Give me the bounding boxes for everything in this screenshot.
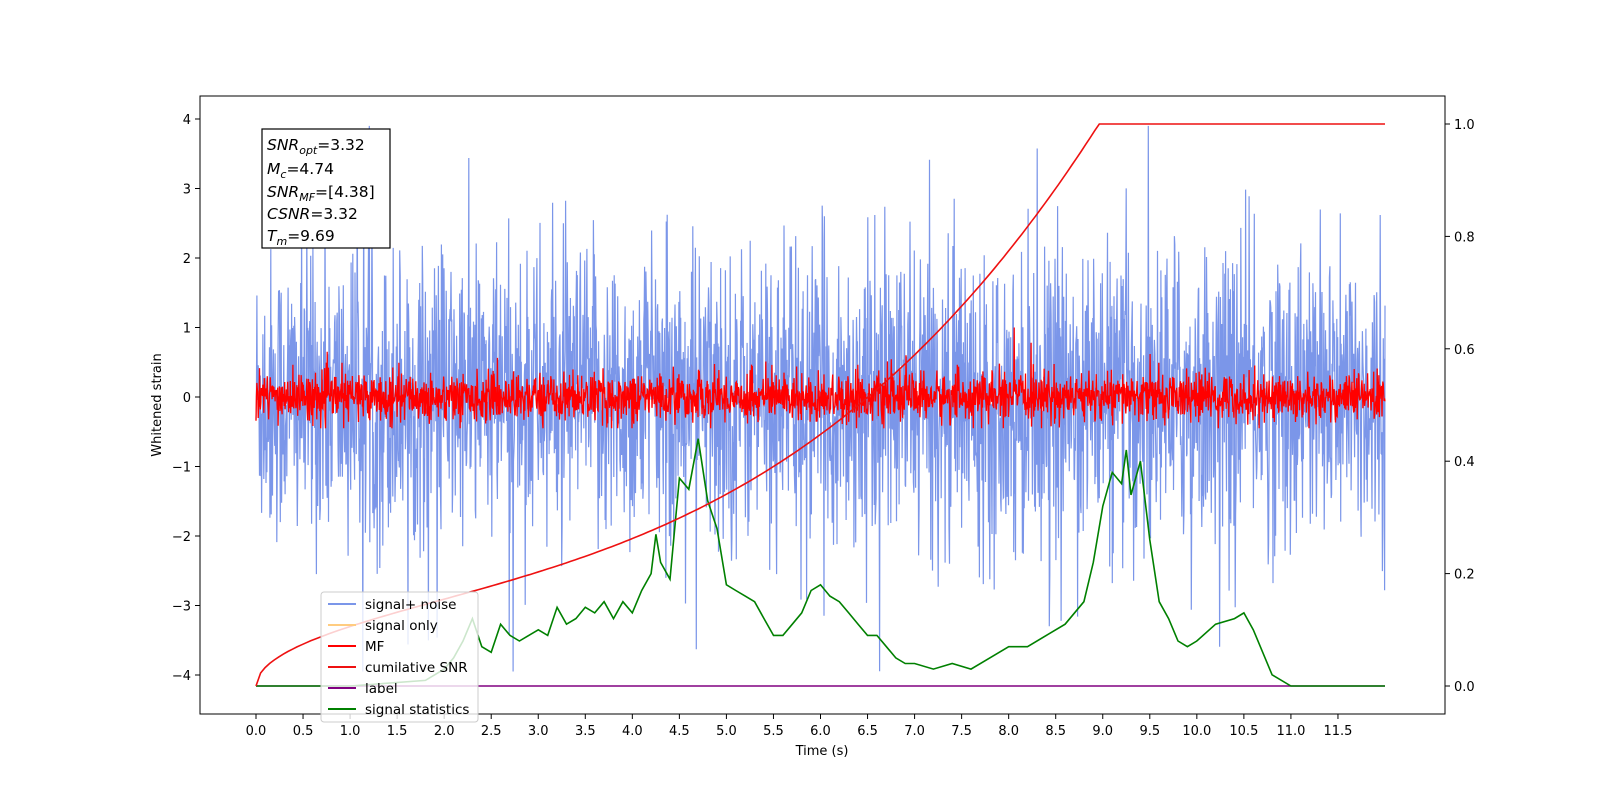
legend-label-mf: MF [365,639,384,655]
x-tick-label: 8.0 [998,724,1019,739]
legend-label-cumulative-snr: cumilative SNR [365,660,468,676]
x-tick-label: 2.5 [481,724,502,739]
x-tick-label: 4.5 [669,724,690,739]
x-tick-label: 9.0 [1092,724,1113,739]
x-tick-label: 5.0 [716,724,737,739]
y-right-tick-label: 0.8 [1454,230,1475,245]
x-tick-label: 6.5 [857,724,878,739]
x-axis-ticks: 0.0 0.5 1.0 1.5 2.0 2.5 3.0 3.5 4.0 4.5 5.0 5.5 6.0 6… [246,714,1352,739]
y-right-tick-label: 0.6 [1454,343,1475,358]
x-tick-label: 6.0 [810,724,831,739]
y-left-tick-label: 1 [183,322,191,337]
annotation-box: SNRopt=3.32 Mc=4.74 SNRMF=[4.38] CSNR=3.… [261,128,391,249]
y-left-tick-label: 3 [183,183,191,198]
x-tick-label: 3.5 [575,724,596,739]
y-right-tick-label: 0.0 [1454,680,1475,695]
annotation-frame [261,128,391,249]
x-tick-label: 1.5 [387,724,408,739]
signal-noise-line [255,125,1386,672]
y-axis-label: Whitened strain [150,353,165,456]
mf-line [255,327,1386,429]
x-tick-label: 8.5 [1045,724,1066,739]
x-tick-label: 7.0 [904,724,925,739]
legend-label-signal-statistics: signal statistics [365,702,469,718]
x-tick-label: 3.0 [528,724,549,739]
y-right-tick-label: 0.2 [1454,568,1475,583]
legend-frame [320,591,479,723]
x-tick-label: 11.0 [1276,724,1305,739]
annotation-snr-mf: SNRMF=[4.38] [267,183,375,204]
x-tick-label: 9.5 [1139,724,1160,739]
x-tick-label: 0.0 [246,724,267,739]
annotation-tm: Tm=9.69 [267,227,335,248]
y-right-tick-label: 1.0 [1454,118,1475,133]
y-axis-left-ticks: 4 3 2 1 0 −1 −2 −3 −4 [172,113,200,684]
annotation-snr-opt: SNRopt=3.32 [267,136,365,157]
signal-statistics-line [256,438,1385,687]
y-left-tick-label: −1 [172,461,191,476]
x-tick-label: 4.0 [622,724,643,739]
x-tick-label: 7.5 [951,724,972,739]
x-tick-label: 0.5 [293,724,314,739]
legend: signal+ noise signal only MF cumilative … [320,591,479,723]
x-tick-label: 10.0 [1182,724,1211,739]
x-tick-label: 10.5 [1229,724,1258,739]
y-left-tick-label: 0 [183,391,191,406]
legend-label-signal-only: signal only [365,618,438,634]
y-left-tick-label: −4 [172,669,191,684]
signal-noise-series [255,125,1386,672]
y-left-tick-label: 2 [183,252,191,267]
y-axis-right-ticks: 1.0 0.8 0.6 0.4 0.2 0.0 [1445,118,1475,695]
annotation-csnr: CSNR=3.32 [267,205,358,223]
y-right-tick-label: 0.4 [1454,455,1475,470]
legend-label-signal-noise: signal+ noise [365,597,456,613]
y-left-tick-label: 4 [183,113,191,128]
x-tick-label: 1.0 [340,724,361,739]
y-left-tick-label: −3 [172,600,191,615]
annotation-mc: Mc=4.74 [267,160,334,181]
plot-frame [199,95,1446,715]
x-tick-label: 5.5 [763,724,784,739]
y-left-tick-label: −2 [172,530,191,545]
mf-series [255,327,1386,429]
legend-label-label: label [365,681,398,697]
x-axis-label: Time (s) [795,744,849,759]
x-tick-label: 2.0 [434,724,455,739]
x-tick-label: 11.5 [1323,724,1352,739]
